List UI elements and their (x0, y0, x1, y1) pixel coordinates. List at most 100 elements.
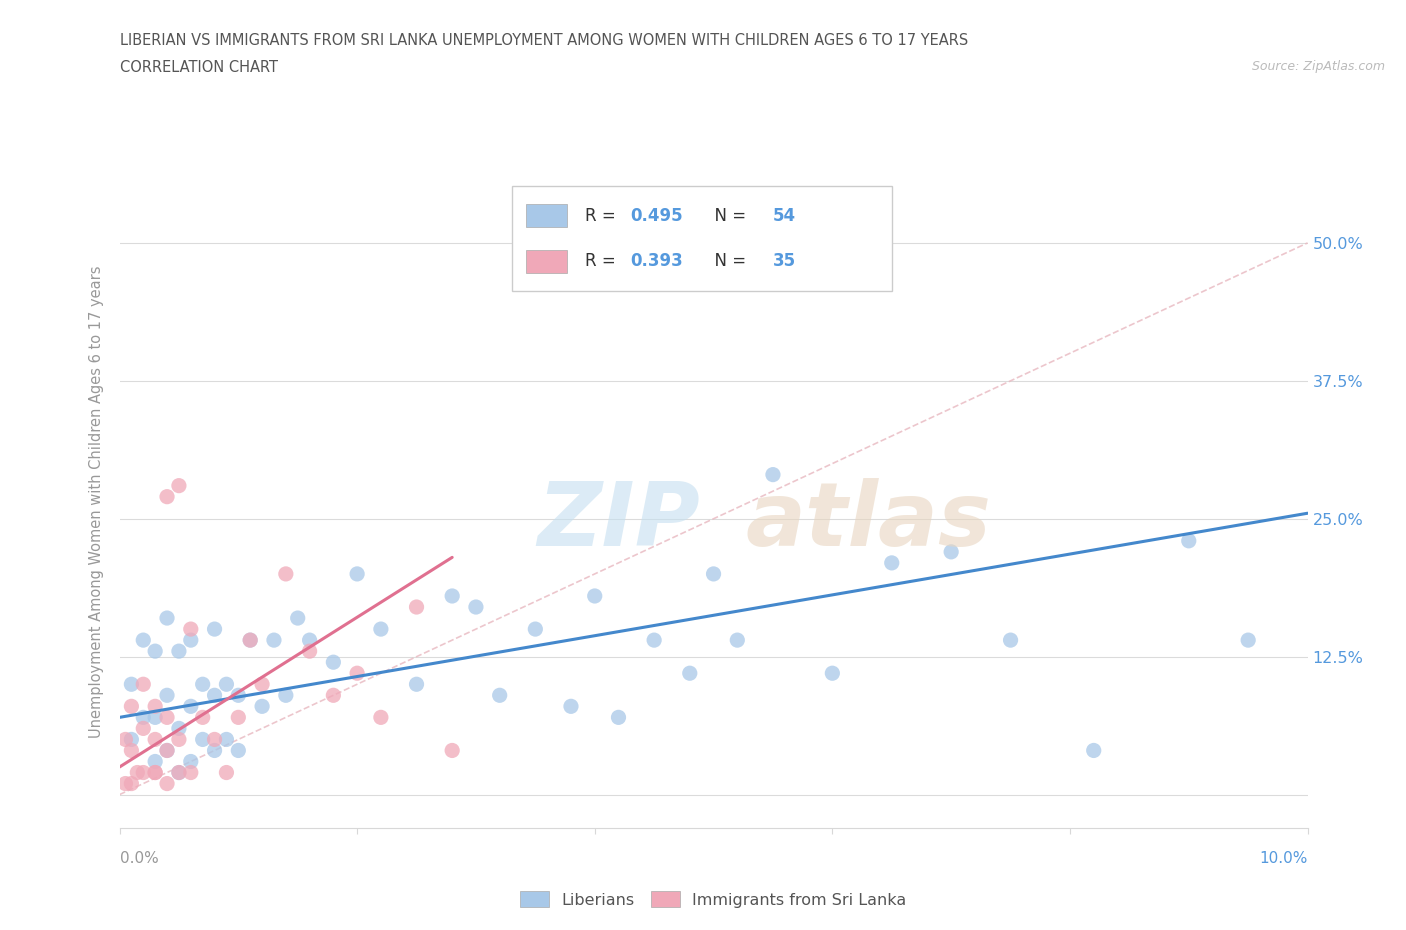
Legend: Liberians, Immigrants from Sri Lanka: Liberians, Immigrants from Sri Lanka (520, 891, 907, 908)
Point (880, 555, 903, 570)
Point (156, 688, 179, 703)
Text: CORRELATION CHART: CORRELATION CHART (120, 60, 277, 75)
Point (1237, 632, 1260, 647)
Point (156, 611, 179, 626)
Point (405, 600, 427, 615)
Point (204, 743, 226, 758)
Text: atlas: atlas (745, 478, 991, 565)
Point (524, 621, 547, 636)
Point (132, 710, 155, 724)
Point (132, 765, 155, 780)
Point (239, 632, 262, 647)
Point (180, 698, 202, 713)
Point (322, 655, 344, 670)
Text: 54: 54 (773, 206, 796, 225)
Point (287, 611, 309, 626)
Point (464, 600, 486, 615)
Point (441, 589, 464, 604)
Point (180, 765, 202, 780)
Point (215, 765, 238, 780)
Point (215, 677, 238, 692)
Text: R =: R = (585, 252, 621, 271)
Point (156, 777, 179, 791)
Point (132, 632, 155, 647)
Point (228, 710, 250, 724)
Point (114, 777, 136, 791)
Text: N =: N = (704, 206, 751, 225)
Point (322, 688, 344, 703)
Point (1083, 743, 1105, 758)
Point (607, 710, 630, 724)
Point (346, 566, 368, 581)
Point (204, 732, 226, 747)
Point (180, 754, 202, 769)
Point (346, 666, 368, 681)
Text: 35: 35 (773, 252, 796, 271)
Point (204, 621, 226, 636)
Point (762, 467, 785, 482)
Point (156, 743, 179, 758)
Text: 0.393: 0.393 (630, 252, 683, 271)
Point (180, 632, 202, 647)
Text: 0.495: 0.495 (630, 206, 683, 225)
Point (1000, 632, 1022, 647)
Point (1178, 534, 1201, 549)
Point (560, 698, 582, 713)
Point (191, 677, 214, 692)
Text: LIBERIAN VS IMMIGRANTS FROM SRI LANKA UNEMPLOYMENT AMONG WOMEN WITH CHILDREN AGE: LIBERIAN VS IMMIGRANTS FROM SRI LANKA UN… (120, 33, 967, 47)
Point (143, 765, 166, 780)
Point (180, 621, 202, 636)
Point (583, 589, 606, 604)
Point (156, 743, 179, 758)
Point (120, 732, 142, 747)
Text: N =: N = (704, 252, 751, 271)
Point (370, 710, 392, 724)
Point (167, 644, 190, 658)
Point (167, 721, 190, 736)
FancyBboxPatch shape (512, 187, 891, 291)
Point (702, 566, 725, 581)
Point (143, 710, 166, 724)
Point (298, 644, 321, 658)
Point (228, 688, 250, 703)
Point (274, 566, 297, 581)
Point (156, 489, 179, 504)
Point (143, 698, 166, 713)
Point (298, 632, 321, 647)
Point (167, 765, 190, 780)
Point (488, 688, 510, 703)
Point (143, 765, 166, 780)
Text: R =: R = (585, 206, 621, 225)
Point (821, 666, 844, 681)
Point (132, 721, 155, 736)
Point (250, 677, 273, 692)
Point (120, 743, 142, 758)
Point (204, 688, 226, 703)
Point (191, 710, 214, 724)
Point (725, 632, 748, 647)
Point (370, 621, 392, 636)
Y-axis label: Unemployment Among Women with Children Ages 6 to 17 years: Unemployment Among Women with Children A… (89, 266, 104, 738)
Text: Source: ZipAtlas.com: Source: ZipAtlas.com (1251, 60, 1385, 73)
Point (143, 754, 166, 769)
Point (114, 732, 136, 747)
Point (405, 677, 427, 692)
Point (143, 732, 166, 747)
Point (263, 632, 285, 647)
Point (239, 632, 262, 647)
Point (120, 698, 142, 713)
Point (250, 698, 273, 713)
FancyBboxPatch shape (526, 250, 568, 272)
Text: 0.0%: 0.0% (120, 851, 159, 866)
Text: 10.0%: 10.0% (1260, 851, 1308, 866)
Point (167, 732, 190, 747)
Point (228, 743, 250, 758)
Text: ZIP: ZIP (537, 478, 700, 565)
Point (127, 765, 149, 780)
Point (120, 677, 142, 692)
Point (167, 765, 190, 780)
Point (679, 666, 702, 681)
Point (120, 777, 142, 791)
Point (939, 544, 962, 559)
Point (167, 478, 190, 493)
